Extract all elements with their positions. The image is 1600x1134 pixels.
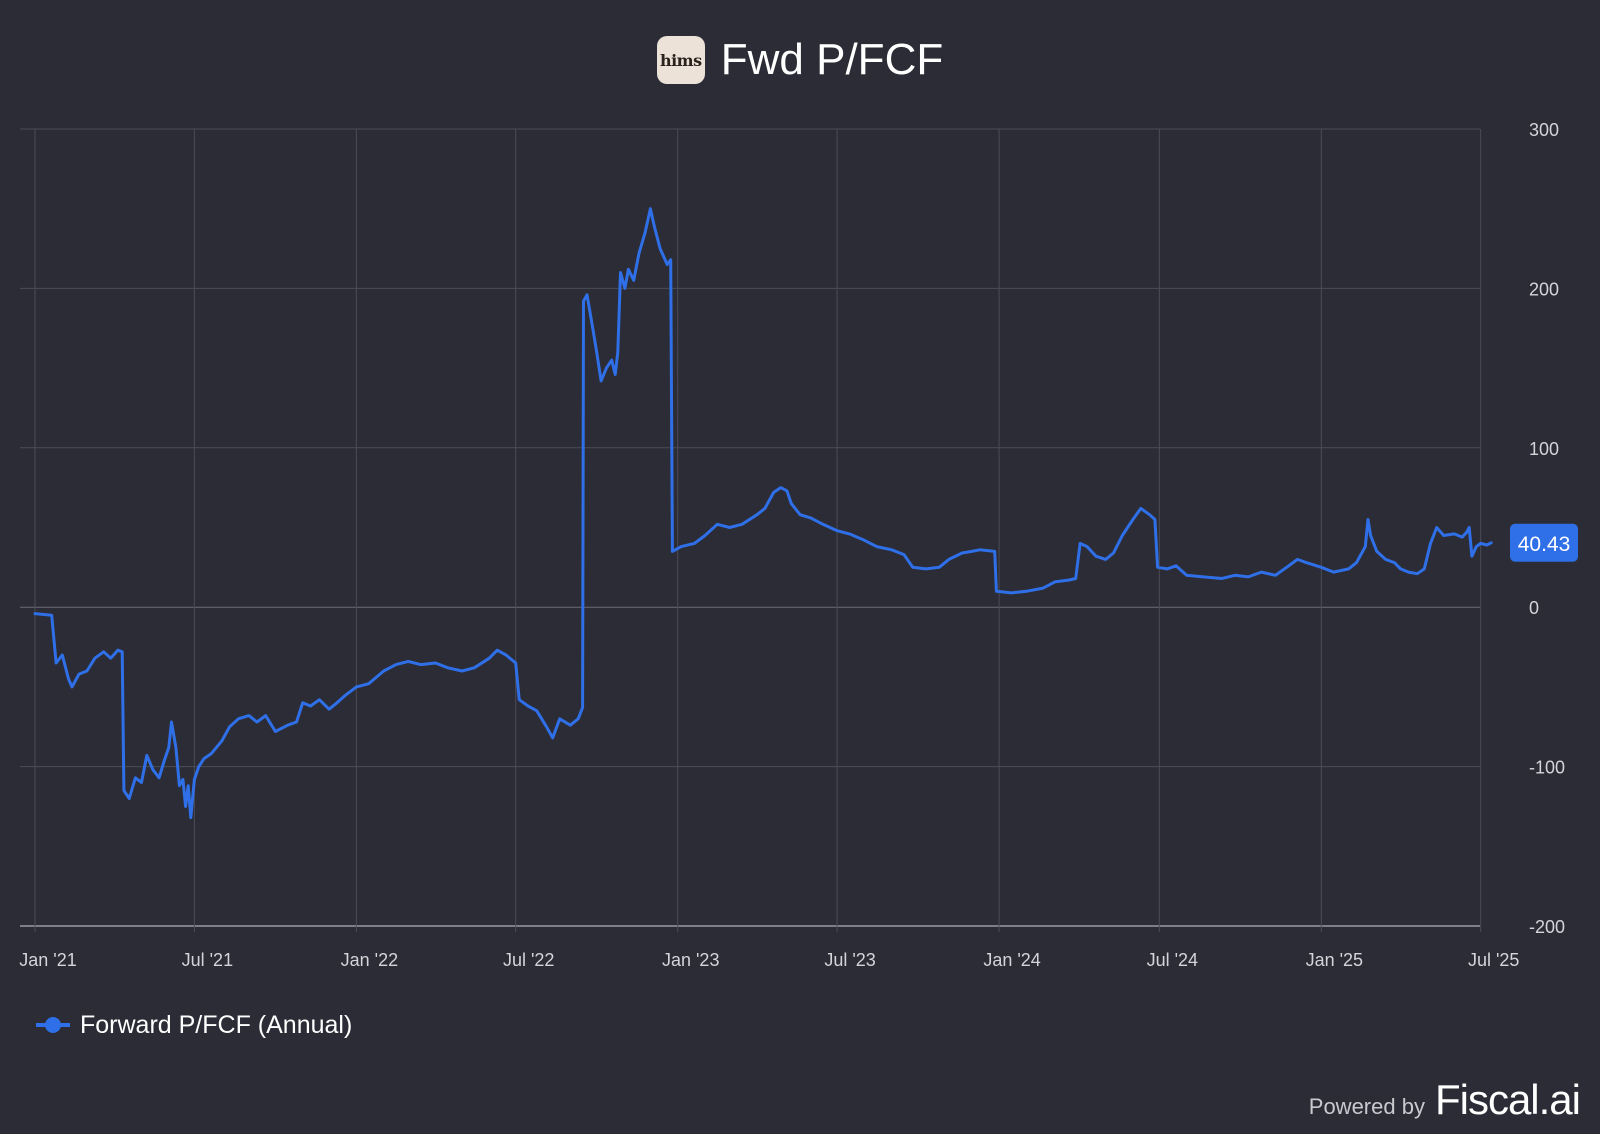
x-tick-label: Jan '25	[1306, 950, 1363, 970]
x-tick-label: Jul '25	[1468, 950, 1519, 970]
powered-by-text: Powered by	[1308, 1094, 1425, 1119]
x-tick-label: Jan '24	[983, 950, 1040, 970]
grid-lines	[20, 128, 1482, 932]
x-tick-label: Jan '22	[341, 950, 398, 970]
y-tick-label: 100	[1529, 439, 1559, 459]
series-line	[33, 207, 1493, 820]
legend-item[interactable]: Forward P/FCF (Annual)	[36, 1008, 352, 1042]
chart-header: hims Fwd P/FCF	[0, 30, 1600, 90]
x-tick-label: Jul '21	[182, 950, 233, 970]
x-tick-label: Jul '23	[824, 950, 875, 970]
x-axis-ticks: Jan '21 Jul '21 Jan '22 Jul '22 Jan '23 Jul '…	[19, 950, 1519, 970]
x-tick-label: Jan '23	[662, 950, 719, 970]
legend-series-marker	[36, 1013, 70, 1037]
last-value-badge: 40.43	[1510, 523, 1578, 562]
y-tick-label: 300	[1529, 120, 1559, 140]
x-tick-label: Jul '24	[1147, 950, 1198, 970]
y-axis-ticks: 300 200 100 0 -100 -200	[1529, 120, 1565, 937]
y-tick-label: -100	[1529, 758, 1565, 778]
last-value-box	[1510, 523, 1578, 562]
x-tick-label: Jul '22	[503, 950, 554, 970]
footer-branding[interactable]: Powered by Fiscal.ai	[1308, 1076, 1581, 1126]
last-value-label: 40.43	[1518, 533, 1571, 556]
brand-logo: Fiscal.ai	[1434, 1076, 1581, 1123]
series-layer	[33, 207, 1493, 820]
y-tick-label: 200	[1529, 279, 1559, 299]
y-tick-label: 0	[1529, 598, 1539, 618]
x-tick-label: Jan '21	[19, 950, 76, 970]
chart-title: Fwd P/FCF	[720, 35, 944, 84]
company-logo: hims	[656, 36, 705, 84]
y-tick-label: -200	[1529, 917, 1565, 937]
legend-label: Forward P/FCF (Annual)	[80, 1010, 353, 1039]
